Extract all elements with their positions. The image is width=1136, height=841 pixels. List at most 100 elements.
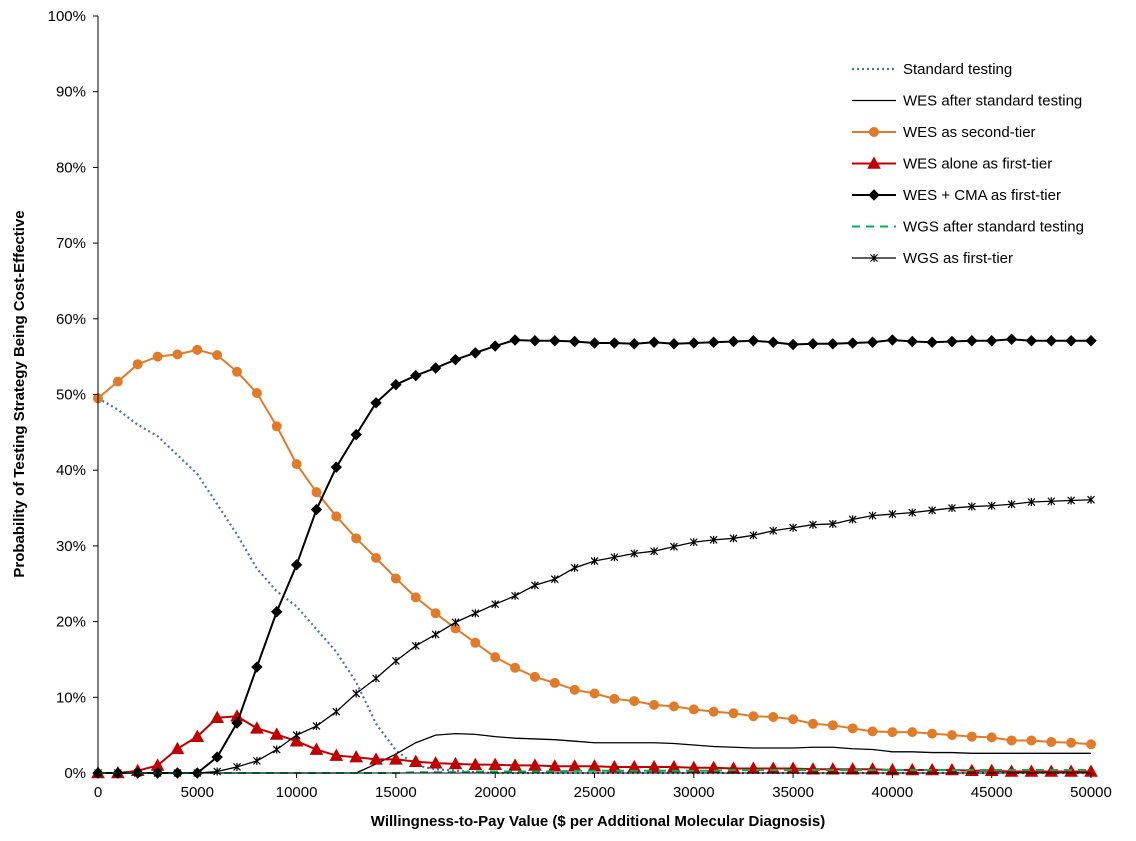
data-point-wes-as-second-tier	[371, 553, 382, 564]
data-point-wes-alone-as-first-tier	[468, 757, 483, 770]
data-point-wes-as-second-tier	[510, 662, 521, 673]
data-point-wes-as-second-tier	[490, 652, 501, 663]
data-point-wgs-as-first-tier	[511, 591, 519, 600]
data-point-wes-as-second-tier	[688, 704, 699, 715]
data-point-wes-cma-as-first-tier	[1045, 335, 1057, 347]
data-point-wes-as-second-tier	[232, 366, 243, 377]
y-tick-label: 20%	[56, 614, 86, 631]
data-point-wgs-as-first-tier	[471, 609, 480, 618]
data-point-wes-as-second-tier	[410, 592, 421, 603]
data-point-wes-as-second-tier	[887, 727, 898, 738]
data-point-wes-cma-as-first-tier	[251, 661, 263, 673]
data-point-wes-as-second-tier	[549, 677, 560, 688]
data-point-wgs-as-first-tier	[610, 553, 619, 562]
data-point-wes-alone-as-first-tier	[647, 759, 661, 773]
series-line-standard-testing	[97, 397, 1091, 775]
legend-marker	[867, 156, 881, 169]
data-point-wes-as-second-tier	[966, 731, 977, 742]
data-point-wes-as-second-tier	[907, 727, 918, 738]
data-point-wes-as-second-tier	[291, 459, 302, 470]
data-point-wes-alone-as-first-tier	[408, 754, 423, 767]
data-point-wgs-as-first-tier	[928, 506, 937, 515]
data-point-wgs-as-first-tier	[650, 547, 659, 556]
data-point-wgs-as-first-tier	[451, 618, 460, 627]
data-point-wgs-as-first-tier	[292, 731, 301, 740]
series-wes-as-second-tier	[93, 344, 1096, 750]
series-wgs-after-standard-testing	[98, 768, 1091, 774]
y-tick-label: 60%	[56, 311, 86, 328]
data-point-wgs-as-first-tier	[848, 515, 857, 524]
data-point-wgs-as-first-tier	[1067, 496, 1076, 505]
y-tick-label: 10%	[56, 689, 86, 706]
data-point-wes-cma-as-first-tier	[787, 338, 799, 351]
x-tick-label: 0	[94, 784, 102, 801]
data-point-wgs-as-first-tier	[948, 504, 956, 513]
y-tick-label: 40%	[56, 462, 86, 479]
data-point-wgs-as-first-tier	[789, 523, 798, 532]
legend-label: WGS as first-tier	[903, 250, 1013, 267]
data-point-wes-as-second-tier	[788, 714, 799, 725]
data-point-wes-alone-as-first-tier	[389, 752, 403, 765]
data-point-wgs-as-first-tier	[530, 581, 539, 590]
data-point-wgs-as-first-tier	[252, 756, 261, 765]
data-point-wes-alone-as-first-tier	[349, 750, 364, 763]
data-point-wes-as-second-tier	[470, 637, 481, 648]
data-point-wes-alone-as-first-tier	[667, 759, 681, 773]
data-point-wes-as-second-tier	[986, 732, 997, 743]
x-tick-label: 35000	[772, 784, 814, 801]
data-point-wes-alone-as-first-tier	[607, 759, 622, 773]
data-point-wes-alone-as-first-tier	[369, 752, 383, 765]
x-tick-label: 40000	[872, 784, 914, 801]
data-point-wes-cma-as-first-tier	[946, 335, 958, 348]
data-point-wes-alone-as-first-tier	[210, 710, 225, 724]
y-tick-label: 0%	[64, 765, 86, 782]
y-tick-label: 80%	[56, 159, 86, 176]
data-point-wes-cma-as-first-tier	[231, 717, 243, 729]
plot-area	[91, 333, 1098, 779]
legend-label: Standard testing	[903, 61, 1012, 78]
data-point-wgs-as-first-tier	[828, 519, 837, 528]
data-point-wes-as-second-tier	[251, 387, 262, 398]
data-point-wes-cma-as-first-tier	[449, 353, 462, 366]
data-point-wgs-as-first-tier	[888, 510, 897, 519]
y-tick-label: 30%	[56, 538, 86, 555]
legend-item-wes-as-second-tier: WES as second-tier	[852, 124, 1036, 141]
data-point-wgs-as-first-tier	[372, 674, 380, 683]
data-point-wes-cma-as-first-tier	[866, 336, 879, 348]
legend-item-wgs-as-first-tier: WGS as first-tier	[852, 250, 1013, 267]
data-point-wes-alone-as-first-tier	[528, 758, 542, 771]
data-point-wes-as-second-tier	[152, 351, 163, 362]
data-point-wgs-as-first-tier	[1027, 497, 1036, 506]
data-point-wes-alone-as-first-tier	[269, 727, 284, 740]
data-point-wes-cma-as-first-tier	[608, 337, 621, 349]
data-point-wes-alone-as-first-tier	[488, 757, 503, 770]
data-point-wgs-as-first-tier	[670, 542, 678, 551]
data-point-wes-as-second-tier	[271, 421, 282, 432]
series-line-wes-as-second-tier	[97, 348, 1092, 746]
x-tick-label: 5000	[181, 784, 214, 801]
data-point-wes-as-second-tier	[946, 730, 957, 741]
data-point-wes-cma-as-first-tier	[310, 503, 323, 516]
data-point-wes-cma-as-first-tier	[1005, 333, 1018, 345]
data-point-wes-cma-as-first-tier	[688, 337, 700, 349]
y-tick-label: 90%	[56, 84, 86, 101]
x-tick-label: 10000	[276, 784, 318, 801]
data-point-wes-as-second-tier	[1006, 735, 1017, 746]
data-point-wes-as-second-tier	[768, 711, 779, 722]
legend-item-wes-alone-as-first-tier: WES alone as first-tier	[852, 156, 1052, 173]
data-point-wes-cma-as-first-tier	[1085, 335, 1097, 347]
legend-item-wes-cma-as-first-tier: WES + CMA as first-tier	[852, 187, 1061, 204]
data-point-wes-cma-as-first-tier	[727, 335, 740, 348]
data-point-wes-cma-as-first-tier	[410, 369, 422, 382]
data-point-wes-cma-as-first-tier	[429, 362, 442, 374]
data-point-wgs-as-first-tier	[908, 508, 917, 517]
data-point-wgs-as-first-tier	[411, 641, 420, 650]
data-point-wes-cma-as-first-tier	[588, 337, 601, 349]
data-point-wes-cma-as-first-tier	[767, 336, 779, 348]
data-point-wes-as-second-tier	[212, 350, 223, 361]
data-point-wes-as-second-tier	[807, 718, 818, 729]
data-point-wes-alone-as-first-tier	[508, 758, 522, 771]
x-tick-label: 45000	[971, 784, 1013, 801]
data-point-wes-as-second-tier	[847, 723, 858, 734]
data-point-wes-as-second-tier	[1086, 739, 1096, 750]
